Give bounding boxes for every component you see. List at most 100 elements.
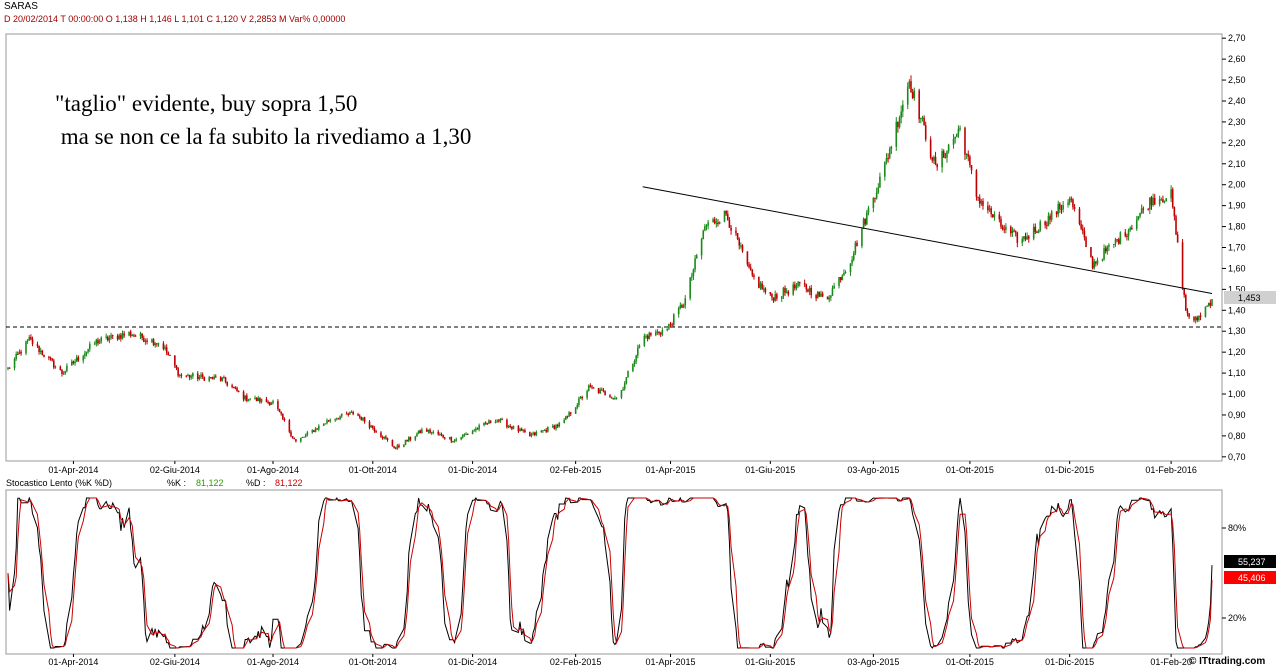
price-y-tick-label: 0,80 xyxy=(1228,431,1246,441)
candle-body xyxy=(1032,226,1035,239)
candle-body xyxy=(543,429,546,431)
osc-x-tick-label: 02-Feb-2015 xyxy=(550,657,602,667)
candle-body xyxy=(818,291,821,297)
candle-body xyxy=(201,374,204,377)
candle-body xyxy=(39,350,42,352)
candle-body xyxy=(833,285,835,289)
candle-body xyxy=(36,344,39,346)
candle-body xyxy=(41,350,44,355)
candle-body xyxy=(254,397,256,400)
candle-body xyxy=(190,376,193,378)
candle-body xyxy=(991,214,994,218)
candle-body xyxy=(448,437,451,439)
candle-body xyxy=(668,324,670,329)
candle-body xyxy=(134,335,137,337)
candle-body xyxy=(614,398,616,400)
price-x-tick-label: 01-Feb-2016 xyxy=(1145,465,1197,475)
osc-x-tick-label: 01-Giu-2015 xyxy=(745,657,795,667)
candle-body xyxy=(38,345,40,352)
candle-body xyxy=(861,228,863,247)
stochastic-title: Stocastico Lento (%K %D) xyxy=(6,478,112,488)
candle-body xyxy=(223,377,225,379)
candle-body xyxy=(26,340,29,342)
candle-body xyxy=(852,253,855,260)
candle-body xyxy=(1014,231,1017,233)
candle-body xyxy=(386,438,389,440)
candle-body xyxy=(887,158,889,160)
candle-body xyxy=(123,333,125,336)
osc-x-tick-label: 01-Ott-2015 xyxy=(946,657,994,667)
candle-body xyxy=(385,436,387,439)
candle-body xyxy=(866,212,868,225)
candle-body xyxy=(1193,316,1195,321)
candle-body xyxy=(908,81,911,87)
candle-body xyxy=(478,425,480,430)
candle-body xyxy=(141,333,143,339)
candle-body xyxy=(88,344,91,350)
candle-body xyxy=(921,117,924,119)
candle-body xyxy=(66,365,68,372)
candle-body xyxy=(488,420,490,424)
candle-body xyxy=(751,269,754,276)
candle-body xyxy=(856,242,858,247)
candle-body xyxy=(1131,227,1133,229)
candle-body xyxy=(713,219,716,224)
candle-body xyxy=(655,331,657,336)
candle-body xyxy=(1162,199,1164,203)
price-x-tick-label: 03-Ago-2015 xyxy=(847,465,899,475)
candle-body xyxy=(591,386,593,388)
candle-body xyxy=(221,377,224,381)
candle-body xyxy=(740,245,742,247)
candle-body xyxy=(51,358,53,361)
candle-body xyxy=(350,411,353,413)
candle-body xyxy=(214,376,217,378)
candle-body xyxy=(841,275,844,281)
oscillator-panel-frame xyxy=(5,489,1223,655)
candle-body xyxy=(1119,232,1122,244)
candle-body xyxy=(106,336,109,341)
candle-body xyxy=(551,425,554,427)
candle-body xyxy=(864,219,866,225)
candle-body xyxy=(597,388,600,394)
candle-body xyxy=(427,429,430,432)
candle-body xyxy=(1142,208,1145,210)
candle-body xyxy=(452,441,454,443)
candle-body xyxy=(466,433,469,435)
candle-body xyxy=(643,335,646,346)
candle-body xyxy=(1073,207,1076,209)
candle-body xyxy=(432,431,435,433)
candle-body xyxy=(1005,226,1007,230)
price-y-tick-label: 2,70 xyxy=(1228,33,1246,43)
candle-body xyxy=(954,136,956,139)
candle-body xyxy=(177,368,179,376)
candle-body xyxy=(689,277,691,299)
candle-body xyxy=(941,151,943,168)
candle-body xyxy=(718,221,721,225)
candle-body xyxy=(407,437,410,442)
candle-body xyxy=(146,340,148,342)
candle-body xyxy=(692,269,695,277)
candle-body xyxy=(758,276,760,288)
candle-body xyxy=(772,297,775,301)
candle-body xyxy=(1023,236,1025,239)
osc-x-tick-label: 03-Ago-2015 xyxy=(847,657,899,667)
candle-body xyxy=(565,416,567,420)
candle-body xyxy=(1039,221,1042,231)
candle-body xyxy=(509,425,512,427)
candle-body xyxy=(924,125,927,140)
candle-body xyxy=(345,413,348,415)
candle-body xyxy=(520,428,523,431)
candle-body xyxy=(339,416,341,420)
candle-body xyxy=(280,412,282,414)
candle-body xyxy=(1209,303,1212,306)
price-x-tick-label: 01-Ago-2014 xyxy=(247,465,299,475)
candle-body xyxy=(1152,197,1154,206)
candle-body xyxy=(695,255,698,259)
price-y-axis: 0,70 0,80 0,90 1,00 1,10 1,20 1,30 1,40 1,50 1,60… xyxy=(1222,33,1246,462)
d-value-badge xyxy=(1224,571,1276,584)
candle-body xyxy=(602,390,605,392)
candle-body xyxy=(98,341,101,344)
candle-body xyxy=(677,307,680,315)
candle-body xyxy=(576,404,579,408)
